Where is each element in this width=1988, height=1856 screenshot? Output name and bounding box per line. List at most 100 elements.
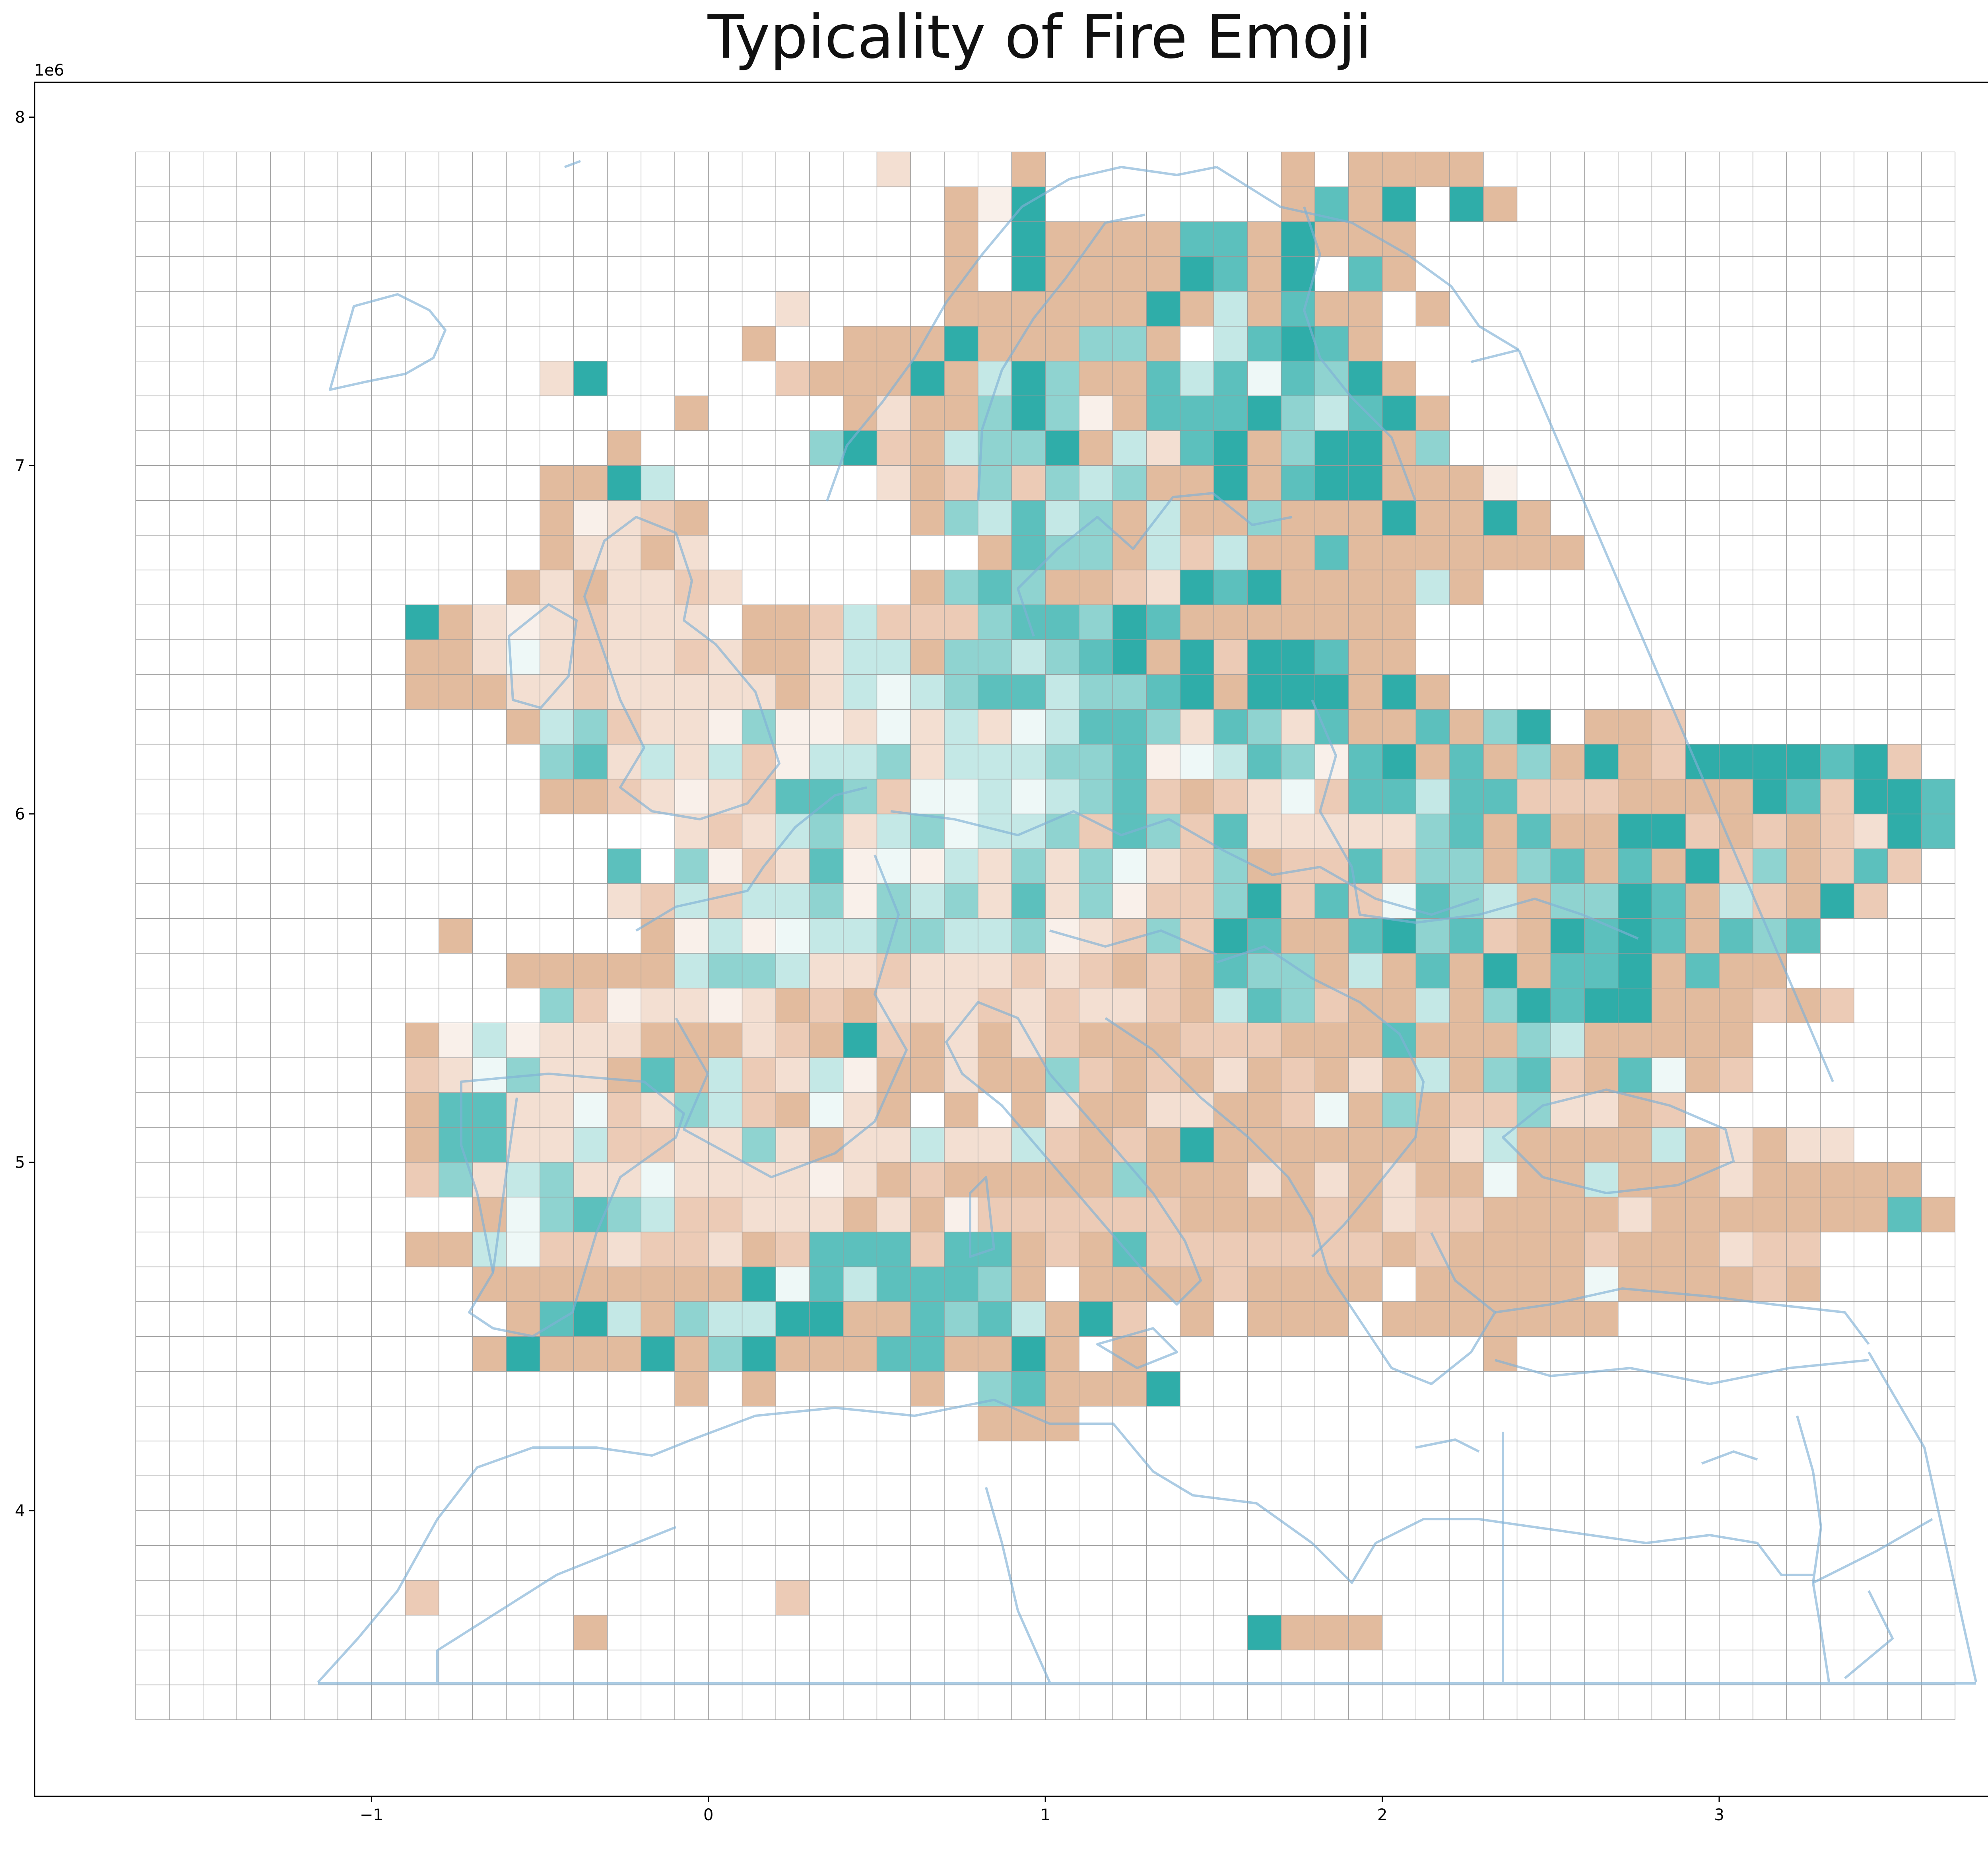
heatmap-cell [1112,1371,1147,1406]
heatmap-cell [540,1197,574,1232]
heatmap-cell [1416,1197,1450,1232]
heatmap-cell [809,1023,843,1058]
heatmap-cell [1079,639,1113,675]
heatmap-cell [1112,291,1147,327]
heatmap-cell [1753,1267,1787,1302]
heatmap-cell [607,953,641,988]
heatmap-cell [944,744,978,779]
heatmap-cell [1180,639,1214,675]
heatmap-cell [742,326,776,361]
heatmap-cell [1517,953,1551,988]
heatmap-cell [1382,222,1416,257]
heatmap-cell [1887,779,1922,814]
heatmap-cell [776,1162,810,1197]
heatmap-cell [573,535,608,570]
heatmap-cell [573,779,608,814]
heatmap-cell [1382,187,1416,222]
heatmap-cell [540,1302,574,1337]
heatmap-cell [1618,1023,1652,1058]
heatmap-cell [1146,465,1180,501]
y-tick-label: 5 [15,1154,25,1172]
heatmap-cell [1719,779,1753,814]
heatmap-cell [1079,779,1113,814]
heatmap-cell [1112,326,1147,361]
heatmap-cell [843,1057,877,1093]
heatmap-cell [1753,953,1787,988]
heatmap-cell [607,779,641,814]
heatmap-cell [1854,1162,1888,1197]
heatmap-cell [1685,918,1719,954]
heatmap-cell [978,1023,1012,1058]
axes-frame [34,82,1988,1797]
heatmap-cell [742,1267,776,1302]
heatmap-cell [1753,988,1787,1023]
heatmap-cell [776,1092,810,1128]
heatmap-cell [1247,639,1281,675]
heatmap-cell [1247,535,1281,570]
heatmap-cell [978,570,1012,605]
x-tick-label: 0 [703,1806,713,1824]
heatmap-cell [1652,779,1686,814]
heatmap-cell [1079,918,1113,954]
heatmap-cell [1483,500,1517,535]
heatmap-cell [978,500,1012,535]
heatmap-cell [1011,1162,1046,1197]
heatmap-cell [1045,500,1079,535]
heatmap-cell [944,431,978,466]
heatmap-cell [1348,1057,1382,1093]
heatmap-cell [607,1023,641,1058]
heatmap-cell [506,1023,540,1058]
heatmap-cell [809,431,843,466]
heatmap-cell [540,953,574,988]
heatmap-cell [809,883,843,919]
heatmap-cell [1315,431,1349,466]
heatmap-cell [1854,849,1888,884]
heatmap-cell [1315,1615,1349,1650]
heatmap-cell [439,1162,473,1197]
heatmap-cell [1247,396,1281,431]
heatmap-cell [1247,465,1281,501]
heatmap-cell [1517,814,1551,849]
heatmap-cell [641,1267,675,1302]
heatmap-cell [1045,1092,1079,1128]
heatmap-cell [877,1057,911,1093]
heatmap-cell [1112,709,1147,744]
heatmap-cell [439,918,473,954]
heatmap-cell [1820,988,1854,1023]
heatmap-cell [1247,1127,1281,1162]
heatmap-cell [911,814,944,849]
heatmap-cell [573,500,608,535]
heatmap-cell [573,1336,608,1372]
heatmap-cell [944,1302,978,1337]
heatmap-cell [573,1023,608,1058]
heatmap-cell [1348,222,1382,257]
heatmap-cell [1887,849,1922,884]
heatmap-cell [439,1092,473,1128]
heatmap-cell [1820,814,1854,849]
heatmap-cell [877,1127,911,1162]
heatmap-cell [843,709,877,744]
heatmap-cell [1753,1127,1787,1162]
heatmap-cell [1146,326,1180,361]
heatmap-cell [1146,1057,1180,1093]
heatmap-cell [1112,1057,1147,1093]
heatmap-cell [708,953,742,988]
heatmap-cell [1450,570,1483,605]
heatmap-cell [1045,1232,1079,1267]
heatmap-cell [1786,883,1821,919]
heatmap-cell [708,1057,742,1093]
heatmap-cell [1685,1127,1719,1162]
heatmap-cell [1685,1197,1719,1232]
heatmap-cell [472,1336,507,1372]
heatmap-cell [776,639,810,675]
heatmap-cell [1820,883,1854,919]
heatmap-cell [540,1267,574,1302]
heatmap-cell [1652,1023,1686,1058]
heatmap-cell [1786,814,1821,849]
heatmap-cell [742,849,776,884]
heatmap-cell [776,361,810,396]
heatmap-cell [1045,257,1079,292]
heatmap-cell [1045,953,1079,988]
central-europe-borders [890,810,1479,956]
heatmap-cell [641,1023,675,1058]
